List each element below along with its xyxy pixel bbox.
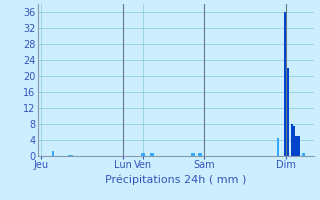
Bar bbox=[193, 153, 195, 156]
X-axis label: Précipitations 24h ( mm ): Précipitations 24h ( mm ) bbox=[105, 174, 247, 185]
Bar bbox=[286, 68, 289, 156]
Bar bbox=[198, 153, 200, 156]
Bar bbox=[277, 138, 279, 156]
Bar bbox=[150, 153, 152, 156]
Bar bbox=[302, 153, 305, 156]
Bar bbox=[70, 155, 73, 156]
Bar bbox=[291, 124, 293, 156]
Bar bbox=[141, 153, 143, 156]
Bar bbox=[284, 12, 286, 156]
Bar bbox=[152, 153, 154, 156]
Bar bbox=[68, 155, 70, 156]
Bar bbox=[143, 153, 145, 156]
Bar bbox=[295, 136, 298, 156]
Bar bbox=[191, 153, 193, 156]
Bar bbox=[298, 136, 300, 156]
Bar bbox=[200, 153, 202, 156]
Bar bbox=[293, 126, 295, 156]
Bar bbox=[52, 151, 54, 156]
